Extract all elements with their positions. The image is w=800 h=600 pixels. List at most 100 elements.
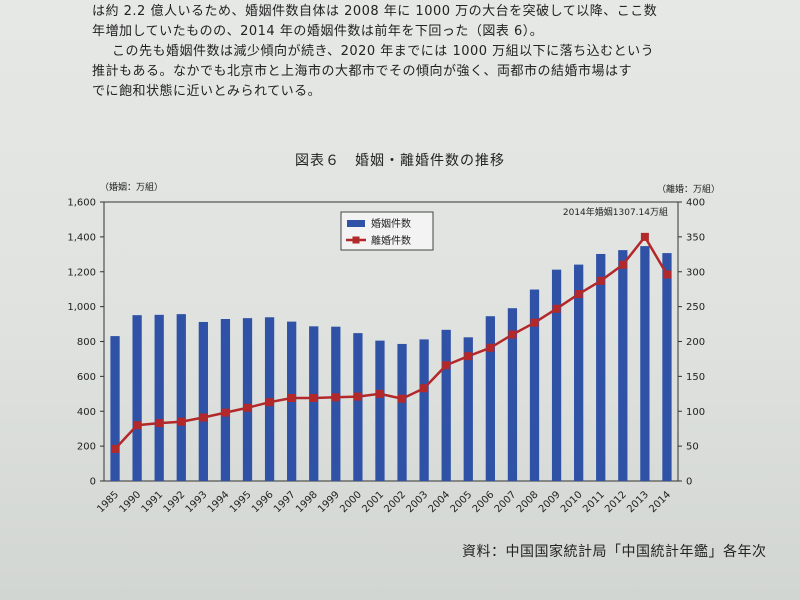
bar-2003 [419,339,429,481]
divorce-point-2014 [662,270,671,279]
right-tick-label: 200 [686,337,705,348]
text-line-5: でに飽和状態に近いとみられている。 [92,84,322,99]
divorce-point-2002 [398,394,407,403]
divorce-point-1995 [243,403,252,412]
divorce-point-1999 [331,393,340,402]
x-tick-label: 2011 [581,489,607,515]
bar-2001 [375,340,385,481]
divorce-point-2009 [552,304,561,313]
bar-2000 [353,333,363,481]
x-tick-label: 1996 [250,489,276,515]
x-tick-label: 2007 [493,489,519,515]
bar-2012 [618,250,628,481]
right-tick-label: 100 [686,407,705,418]
bar-1998 [309,326,319,481]
right-tick-label: 250 [686,302,705,313]
right-axis-label: （離婚：万組） [657,183,720,195]
x-tick-label: 1993 [184,489,210,515]
right-tick-label: 150 [686,372,705,383]
bar-2014 [662,253,672,481]
left-tick-label: 200 [77,442,96,453]
divorce-point-1990 [133,421,142,430]
left-tick-label: 1,200 [67,267,96,278]
divorce-point-2008 [530,318,539,327]
divorce-point-1997 [287,393,296,402]
bar-2010 [574,264,584,481]
bar-1985 [110,336,120,481]
legend-label-divorce: 離婚件数 [371,234,411,247]
x-tick-label: 2002 [382,489,408,515]
text-line-1: は約 2.2 億人いるため、婚姻件数自体は 2008 年に 1000 万の大台を… [92,4,658,19]
right-tick-label: 50 [686,442,699,453]
divorce-point-2007 [508,330,517,339]
bar-2011 [596,253,606,481]
legend-label-marriage: 婚姻件数 [371,217,411,230]
bar-1993 [198,321,208,481]
left-tick-label: 0 [90,477,96,488]
text-line-4: 推計もある。なかでも北京市と上海市の大都市でその傾向が強く、両都市の結婚市場はす [92,64,633,79]
divorce-point-2013 [640,232,649,241]
divorce-point-1994 [221,408,230,417]
annotation-2014: 2014年婚姻1307.14万組 [563,206,668,218]
legend-swatch-marriage [347,220,365,227]
divorce-point-2000 [353,392,362,401]
x-tick-label: 1999 [316,489,342,515]
divorce-point-1991 [155,419,164,428]
bar-2007 [507,308,518,481]
right-tick-label: 300 [686,267,705,278]
bar-1994 [220,319,231,481]
text-line-2: 年増加していたものの、2014 年の婚姻件数は前年を下回った（図表 6）。 [92,24,544,39]
x-tick-label: 1991 [140,489,166,515]
x-tick-label: 2004 [427,489,453,515]
x-tick-label: 1998 [294,489,320,515]
x-tick-label: 2005 [449,489,475,515]
divorce-point-2010 [574,290,583,299]
x-tick-label: 1995 [228,489,254,515]
x-tick-label: 2003 [404,489,430,515]
divorce-line [114,234,669,450]
bar-2006 [485,316,495,481]
left-tick-label: 1,600 [67,198,96,209]
x-tick-label: 1997 [272,489,298,515]
x-tick-label: 1990 [117,489,143,515]
bar-1991 [154,314,164,481]
divorce-point-2001 [375,389,384,398]
x-tick-label: 2001 [360,489,386,515]
legend-box [340,211,434,251]
left-tick-label: 1,400 [67,232,96,243]
x-tick-label: 1985 [95,489,121,515]
x-tick-label: 2012 [603,489,629,515]
x-tick-label: 2013 [625,489,651,515]
bar-2005 [463,337,473,481]
right-tick-label: 0 [686,477,692,488]
x-tick-label: 1994 [206,489,232,515]
body-text: は約 2.2 億人いるため、婚姻件数自体は 2008 年に 1000 万の大台を… [92,2,732,102]
x-tick-label: 2006 [471,489,497,515]
divorce-point-2006 [486,343,495,352]
x-tick-label: 1992 [162,489,188,515]
left-tick-label: 800 [77,337,96,348]
left-tick-label: 1,000 [67,302,96,313]
left-tick-label: 400 [77,407,96,418]
x-tick-label: 2010 [559,489,585,515]
divorce-point-2011 [596,276,605,285]
divorce-point-2012 [618,260,627,269]
divorce-point-1992 [177,417,186,426]
left-axis-label: （婚姻：万組） [100,181,163,193]
divorce-point-1996 [265,398,274,407]
x-tick-label: 2014 [647,489,673,515]
bar-2008 [529,289,540,481]
right-tick-label: 350 [686,232,705,243]
legend-swatch-divorce-marker [352,236,360,244]
bar-1992 [176,314,186,481]
bar-1990 [132,315,142,481]
x-tick-label: 2008 [515,489,541,515]
divorce-point-2005 [464,352,473,361]
source-note: 資料：中国国家統計局「中国統計年鑑」各年次 [462,544,767,560]
divorce-point-2003 [420,384,429,393]
x-tick-label: 2009 [537,489,563,515]
figure-title: 図表６ 婚姻・離婚件数の推移 [295,153,505,169]
bar-2013 [640,246,650,481]
bar-2002 [397,343,407,481]
